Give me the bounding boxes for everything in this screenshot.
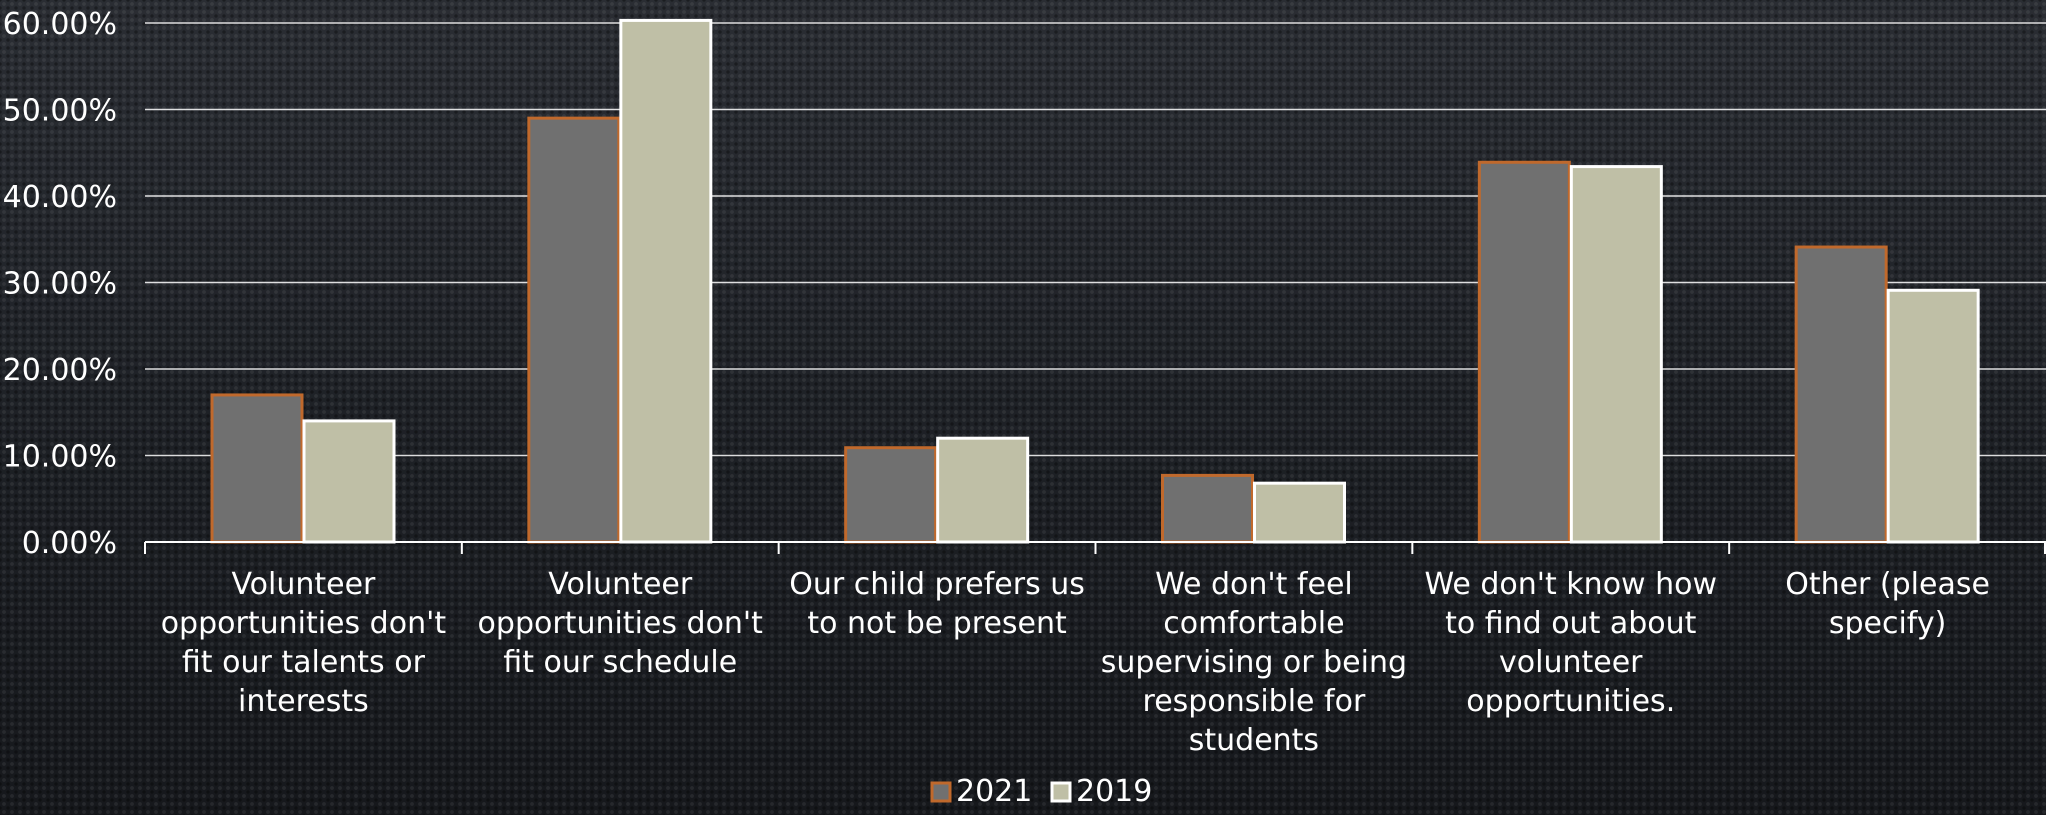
y-tick-label: 20.00% — [3, 353, 117, 388]
x-category-label-line: We don't feel — [1155, 567, 1353, 602]
x-category-label-line: opportunities don't — [161, 606, 447, 641]
x-category-label-line: We don't know how — [1424, 567, 1717, 602]
bar-2019-3 — [936, 436, 1030, 544]
x-category-label-line: fit our schedule — [503, 645, 737, 680]
y-tick-label: 40.00% — [3, 180, 117, 215]
x-category-label-line: students — [1189, 723, 1319, 758]
bar-2021-3 — [844, 446, 938, 544]
x-category-label: Volunteer opportunities don't fit our tale… — [161, 567, 447, 719]
x-category-label-line: specify) — [1829, 606, 1946, 641]
bar-2019-4 — [1253, 481, 1346, 544]
bar-2021-5 — [1477, 160, 1571, 544]
x-category-label: Our child prefers us to not be present — [789, 567, 1085, 641]
x-category-label: Volunteer opportunities don't fit our sche… — [478, 567, 764, 680]
x-category-label-line: Other (please — [1785, 567, 1990, 602]
x-category-label-line: opportunities. — [1466, 684, 1675, 719]
bar-2021-2 — [527, 116, 621, 544]
x-category-label-line: comfortable — [1163, 606, 1344, 641]
y-tick-label: 10.00% — [3, 440, 117, 475]
x-category-label-line: responsible for — [1143, 684, 1366, 719]
x-category-label-line: to not be present — [807, 606, 1067, 641]
y-tick-label: 50.00% — [3, 94, 117, 129]
legend-swatch-2019 — [1050, 781, 1072, 803]
legend-swatch-2021 — [930, 781, 952, 803]
bars — [210, 18, 1980, 544]
x-category-label-line: Volunteer — [231, 567, 376, 602]
bar-2019-1 — [302, 419, 396, 544]
x-category-label-line: fit our talents or — [182, 645, 426, 680]
x-category-label-line: interests — [238, 684, 369, 719]
x-category-label-line: volunteer — [1499, 645, 1643, 680]
x-category-label-line: Our child prefers us — [789, 567, 1085, 602]
y-tick-label: 0.00% — [22, 526, 117, 561]
y-tick-label: 30.00% — [3, 267, 117, 302]
bar-2021-6 — [1794, 245, 1888, 544]
legend-label-2019: 2019 — [1076, 774, 1152, 809]
bar-2021-1 — [210, 393, 304, 544]
x-category-label: Other (please specify) — [1785, 567, 1990, 641]
x-category-label-line: opportunities don't — [478, 606, 764, 641]
legend-label-2021: 2021 — [956, 774, 1032, 809]
y-tick-label: 60.00% — [3, 7, 117, 42]
bar-2021-4 — [1161, 473, 1254, 544]
x-category-label-line: Volunteer — [548, 567, 693, 602]
x-category-label: We don't feel comfortable supervising or b… — [1101, 567, 1407, 758]
bar-2019-6 — [1886, 288, 1980, 544]
x-category-label-line: to find out about — [1445, 606, 1697, 641]
bar-2019-2 — [619, 18, 713, 544]
y-axis-tick-labels: 0.00% 10.00% 20.00% 30.00% 40.00% 50.00% 60.00… — [3, 7, 117, 561]
x-axis-category-labels: Volunteer opportunities don't fit our tale… — [161, 567, 1990, 758]
legend: 2021 2019 — [930, 774, 1152, 809]
gridlines — [145, 22, 2046, 457]
x-axis — [144, 541, 2046, 554]
bar-2019-5 — [1569, 165, 1663, 544]
x-category-label-line: supervising or being — [1101, 645, 1407, 680]
x-category-label: We don't know how to find out about volunt… — [1424, 567, 1717, 719]
